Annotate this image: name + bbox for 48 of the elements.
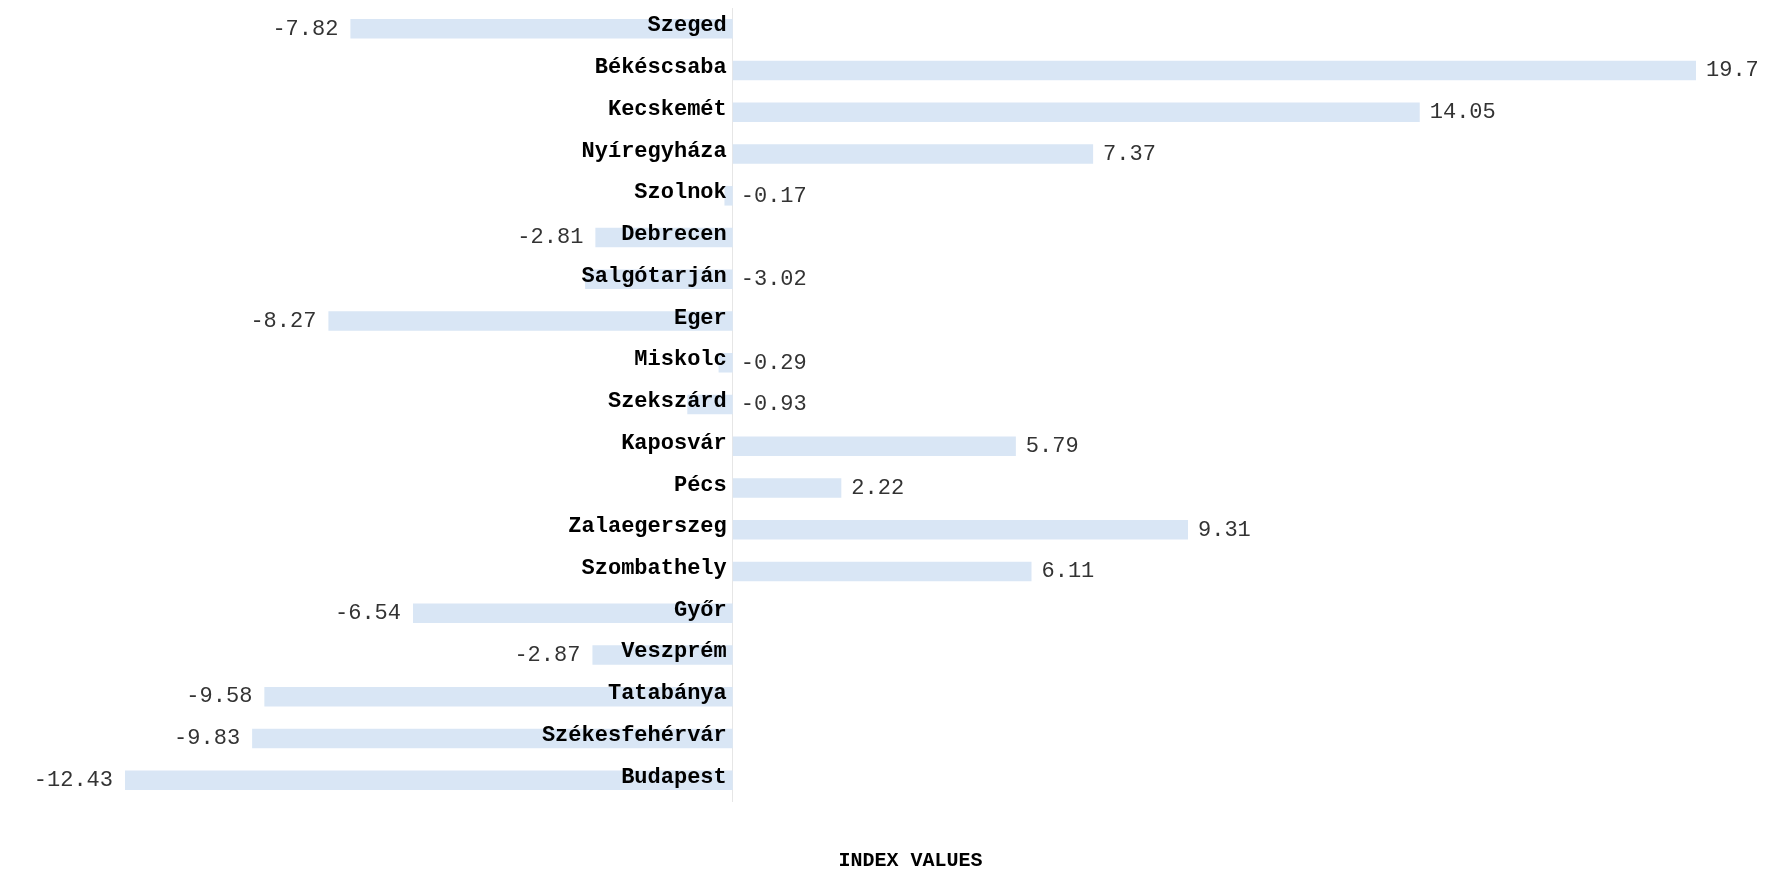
data-label: -0.29: [740, 350, 807, 376]
y-tick-label: Szeged: [647, 13, 727, 39]
y-tick-label: Békéscsaba: [594, 55, 727, 81]
data-label: 9.31: [1197, 517, 1251, 543]
y-tick-label: Miskolc: [634, 347, 727, 373]
y-tick-label: Veszprém: [621, 639, 727, 665]
data-label: -7.82: [272, 16, 339, 42]
data-label: -6.54: [334, 601, 401, 627]
y-tick-label: Salgótarján: [581, 263, 727, 289]
y-tick-label: Kaposvár: [621, 430, 727, 456]
bar: [732, 561, 1032, 582]
data-label: -2.81: [517, 225, 584, 251]
bar: [732, 478, 842, 498]
data-label: -3.02: [740, 267, 807, 293]
data-label: 6.11: [1041, 559, 1095, 585]
y-tick-label: Szolnok: [634, 180, 727, 206]
y-tick-label: Nyíregyháza: [581, 138, 727, 164]
data-label: 2.22: [851, 475, 905, 501]
y-tick-label: Kecskemét: [607, 96, 727, 122]
y-tick-label: Tatabánya: [607, 681, 727, 707]
bar: [724, 186, 733, 206]
y-tick-label: Budapest: [621, 764, 727, 790]
y-tick-label: Pécs: [673, 472, 727, 498]
data-label: 14.05: [1429, 100, 1496, 126]
y-tick-label: Székesfehérvár: [541, 722, 727, 748]
data-label: -9.83: [174, 726, 241, 752]
data-label: 5.79: [1025, 434, 1079, 460]
data-label: -0.17: [740, 183, 807, 209]
y-tick-label: Zalaegerszeg: [568, 514, 727, 540]
bar: [328, 311, 733, 331]
x-axis-title: INDEX VALUES: [838, 849, 983, 873]
data-label: -2.87: [514, 642, 581, 668]
y-tick-label: Győr: [673, 597, 727, 623]
data-label: 7.37: [1103, 141, 1156, 167]
y-tick-label: Szombathely: [581, 555, 727, 581]
bar: [732, 436, 1016, 456]
data-label: -12.43: [33, 767, 113, 793]
bar: [732, 102, 1420, 123]
bar: [732, 60, 1696, 81]
y-tick-label: Szekszárd: [607, 389, 727, 415]
bar: [732, 144, 1094, 164]
data-label: -0.93: [740, 392, 807, 418]
data-label: 19.7: [1706, 58, 1759, 84]
data-label: -9.58: [186, 684, 253, 710]
data-label: -8.27: [250, 308, 317, 334]
y-tick-label: Eger: [673, 305, 727, 331]
bar: [732, 519, 1188, 540]
y-tick-label: Debrecen: [621, 222, 727, 248]
